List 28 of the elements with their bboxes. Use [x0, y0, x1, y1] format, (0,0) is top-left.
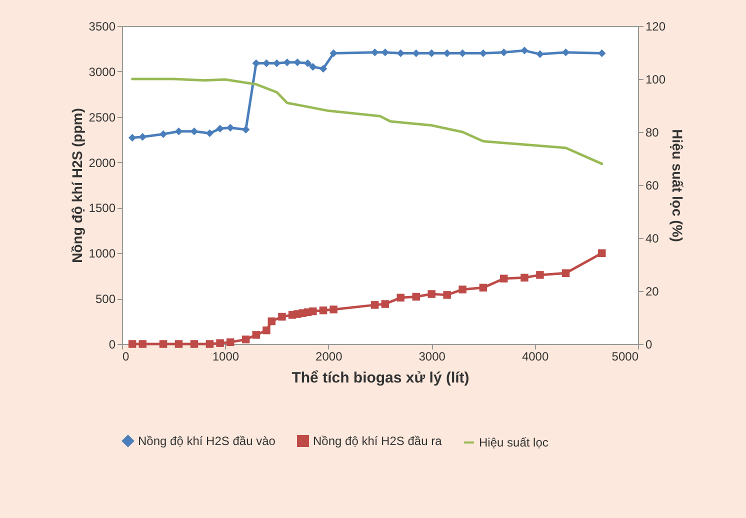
y-tick-label: 2500: [88, 110, 116, 124]
x-tick-label: 1000: [212, 350, 240, 364]
y-tick-label: 2000: [88, 156, 116, 170]
x-tick-label: 3000: [418, 350, 446, 364]
y2-tick-label: 40: [646, 232, 660, 246]
y2-tick-label: 100: [646, 72, 666, 86]
x-tick-label: 0: [122, 350, 130, 364]
y-axis-title: Nồng độ khí H2S (ppm): [68, 108, 85, 263]
x-tick-label: 2000: [316, 350, 343, 364]
legend-label: Nồng độ khí H2S đầu ra: [313, 434, 442, 448]
x-tick-label: 5000: [612, 350, 639, 364]
legend-label: Nồng độ khí H2S đầu vào: [138, 434, 276, 448]
y2-tick-label: 80: [646, 126, 660, 140]
y2-tick-label: 120: [646, 20, 666, 34]
x-tick-label: 4000: [522, 350, 549, 364]
y-tick-label: 3500: [88, 20, 116, 34]
y-tick-label: 1500: [88, 201, 116, 216]
y2-axis-title: Hiệu suất lọc (%): [670, 129, 686, 242]
y-tick-label: 500: [95, 292, 116, 306]
y-tick-label: 1000: [88, 246, 116, 261]
y2-tick-label: 60: [646, 178, 660, 192]
y2-tick-label: 0: [646, 338, 652, 352]
line-series: [131, 78, 604, 166]
x-axis-title: Thể tích biogas xử lý (lít): [292, 370, 470, 386]
legend-label: Hiệu suất lọc: [479, 436, 548, 450]
y-tick-label: 0: [108, 338, 116, 352]
y-tick-label: 3000: [88, 64, 116, 79]
y2-tick-label: 20: [646, 284, 660, 298]
